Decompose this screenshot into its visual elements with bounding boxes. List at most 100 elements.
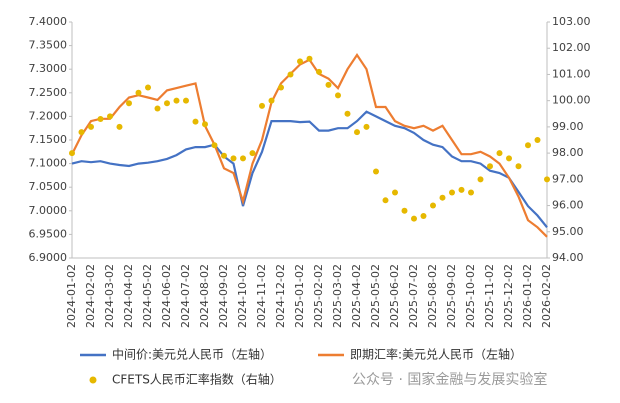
point (468, 189, 474, 196)
x-tick-label: 2024-03-02 (103, 264, 116, 328)
x-tick-label: 2025-10-02 (464, 264, 477, 328)
point (306, 55, 313, 62)
y-tick-label: 7.2000 (29, 109, 68, 122)
y-tick-label: 7.3000 (29, 62, 68, 75)
x-tick-label: 2024-07-02 (179, 264, 192, 328)
x-tick-label: 2024-02-02 (84, 264, 97, 328)
point (544, 176, 550, 183)
point (259, 102, 265, 109)
x-tick-label: 2024-04-02 (122, 264, 135, 328)
point (78, 129, 85, 136)
line (71, 53, 548, 238)
point (325, 81, 332, 88)
x-tick-label: 2024-05-02 (141, 264, 154, 328)
point (477, 176, 484, 183)
y2-tick-label: 100.00 (552, 94, 591, 107)
point (382, 197, 389, 204)
legend-label: 即期汇率:美元兑人民币（左轴） (350, 347, 522, 362)
point (487, 163, 493, 170)
point (183, 97, 189, 104)
watermark: 公众号 · 国家金融与发展实验室 (352, 371, 547, 388)
point (297, 58, 303, 65)
line (71, 110, 548, 228)
x-tick-label: 2025-05-02 (369, 264, 382, 328)
y2-tick-label: 94.00 (552, 251, 584, 264)
point (154, 105, 161, 112)
y-tick-label: 7.4000 (29, 15, 68, 28)
point (126, 100, 132, 107)
y2-tick-label: 103.00 (552, 15, 591, 28)
point (449, 189, 455, 196)
x-tick-label: 2025-06-02 (388, 264, 401, 328)
point (116, 123, 123, 130)
x-tick-label: 2026-02-02 (540, 264, 553, 328)
x-tick-label: 2025-11-02 (483, 264, 496, 328)
point (107, 113, 113, 120)
point (401, 207, 408, 214)
x-tick-label: 2024-10-02 (236, 264, 249, 328)
point (164, 100, 170, 107)
x-tick-label: 2025-03-02 (331, 264, 344, 328)
point (135, 89, 142, 96)
point (458, 186, 465, 193)
x-tick-label: 2024-01-02 (65, 264, 78, 328)
y-tick-label: 6.9000 (29, 251, 68, 264)
point (145, 84, 151, 91)
y2-tick-label: 101.00 (552, 67, 591, 80)
point (392, 189, 398, 196)
point (173, 97, 180, 104)
point (88, 123, 94, 130)
point (278, 84, 284, 91)
point (525, 142, 531, 149)
x-tick-label: 2024-11-02 (255, 264, 268, 328)
point (373, 168, 379, 175)
point (230, 155, 237, 162)
x-tick-label: 2026-01-02 (521, 264, 534, 328)
y-tick-label: 7.0500 (29, 180, 68, 193)
x-tick-label: 2024-12-02 (274, 264, 287, 328)
x-tick-label: 2025-08-02 (426, 264, 439, 328)
point (192, 118, 199, 125)
point (354, 129, 360, 136)
point (69, 150, 75, 157)
point (344, 110, 351, 117)
y-tick-label: 7.0000 (29, 204, 68, 217)
x-tick-label: 2025-12-02 (502, 264, 515, 328)
point (249, 150, 256, 157)
legend-label: 中间价:美元兑人民币（左轴） (112, 347, 272, 362)
point (221, 152, 227, 159)
x-tick-label: 2025-01-02 (293, 264, 306, 328)
y-tick-label: 7.1000 (29, 157, 68, 170)
legend-label: CFETS人民币汇率指数（右轴） (112, 372, 282, 387)
y2-tick-label: 96.00 (552, 199, 584, 212)
point (240, 155, 246, 162)
x-tick-label: 2024-08-02 (198, 264, 211, 328)
y-tick-label: 6.9500 (29, 227, 68, 240)
y-tick-label: 7.3500 (29, 39, 68, 52)
x-tick-label: 2025-04-02 (350, 264, 363, 328)
x-tick-label: 2025-09-02 (445, 264, 458, 328)
point (534, 137, 541, 143)
point (420, 213, 427, 220)
point (316, 68, 322, 75)
point (211, 142, 218, 149)
point (515, 163, 522, 170)
x-tick-label: 2025-02-02 (312, 264, 325, 328)
x-tick-label: 2024-09-02 (217, 264, 230, 328)
y-tick-label: 7.1500 (29, 133, 68, 146)
x-tick-label: 2024-06-02 (160, 264, 173, 328)
point (430, 202, 436, 209)
point (496, 150, 503, 157)
point (363, 123, 370, 130)
point (439, 194, 446, 201)
point (506, 155, 512, 162)
y2-tick-label: 95.00 (552, 225, 584, 238)
legend-marker (89, 376, 97, 384)
point (202, 121, 208, 128)
y2-tick-label: 99.00 (552, 120, 584, 133)
y2-tick-label: 98.00 (552, 146, 584, 159)
point (97, 116, 104, 123)
y2-tick-label: 102.00 (552, 41, 591, 54)
y-tick-label: 7.2500 (29, 86, 68, 99)
